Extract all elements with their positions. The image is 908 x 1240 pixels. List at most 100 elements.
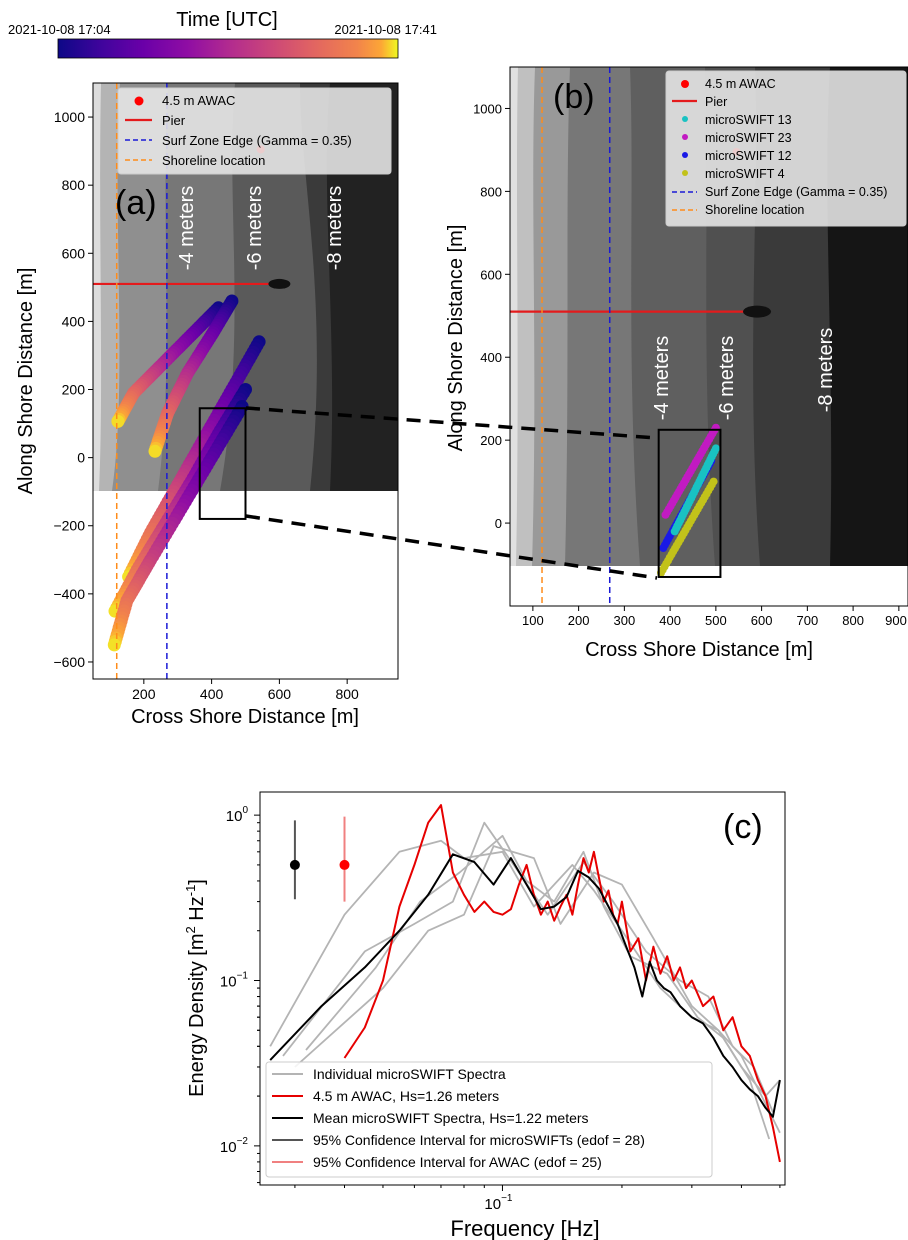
legend-entry: Pier xyxy=(705,95,727,109)
y-tick-label: 600 xyxy=(480,267,502,282)
panel-a: -4 meters -6 meters -8 meters (a) 4.5 m … xyxy=(15,82,399,728)
bathymetry-band-shore xyxy=(93,83,102,491)
tick-exp: −1 xyxy=(237,971,249,982)
ci-center-marker xyxy=(289,859,300,870)
y-tick-label: 400 xyxy=(62,313,86,329)
tick-exp: 0 xyxy=(242,805,248,816)
legend-entry: 4.5 m AWAC, Hs=1.26 meters xyxy=(313,1088,499,1104)
tick-exp: −1 xyxy=(501,1193,513,1204)
y-tick-label: 600 xyxy=(62,245,86,261)
panel-b-axes: 100 200 300 400 500 600 700 800 900 1000 800 600 400… xyxy=(473,101,907,628)
y-tick-label: 0 xyxy=(77,450,85,466)
x-tick-label: 600 xyxy=(751,613,773,628)
colorbar: Time [UTC] 2021-10-08 17:04 2021-10-08 1… xyxy=(8,9,437,59)
y-tick-label: 800 xyxy=(480,184,502,199)
x-tick-label: 10−1 xyxy=(484,1193,513,1213)
y-tick-label: 1000 xyxy=(473,101,502,116)
y-tick-label: 1000 xyxy=(54,109,85,125)
contour-label-4m: -4 meters xyxy=(176,186,198,270)
y-tick-label: −600 xyxy=(53,654,85,670)
y-tick-label: 0 xyxy=(495,516,502,531)
x-tick-label: 800 xyxy=(335,686,359,702)
panel-b: -4 meters -6 meters -8 meters (b) 4.5 m … xyxy=(445,66,908,661)
legend-entry: Surf Zone Edge (Gamma = 0.35) xyxy=(705,185,887,199)
legend-entry: microSWIFT 13 xyxy=(705,113,792,127)
y-tick-label: 400 xyxy=(480,350,502,365)
bathymetry-band-deep xyxy=(326,83,398,491)
legend-entry: microSWIFT 12 xyxy=(705,149,792,163)
confidence-intervals xyxy=(289,816,350,902)
panel-a-label: (a) xyxy=(115,184,157,222)
spectra-lines xyxy=(269,804,781,1163)
microswift-point xyxy=(709,477,718,486)
legend-entry: Pier xyxy=(162,113,186,128)
microswift-point xyxy=(711,444,720,453)
tick-exp: −2 xyxy=(237,1136,249,1147)
legend-box xyxy=(117,87,392,175)
ylabel-part: Hz xyxy=(186,896,208,926)
panel-c-ylabel: Energy Density [m2 Hz-1] xyxy=(183,879,208,1097)
legend-entry: Mean microSWIFT Spectra, Hs=1.22 meters xyxy=(313,1110,589,1126)
x-tick-label: 400 xyxy=(659,613,681,628)
track-0-point xyxy=(111,414,125,428)
tick-base: 10 xyxy=(226,808,243,825)
bathymetry-band-beach xyxy=(510,67,518,566)
x-tick-label: 400 xyxy=(200,686,224,702)
pier-end xyxy=(743,305,772,318)
y-tick-label: 800 xyxy=(62,177,86,193)
legend-entry: 4.5 m AWAC xyxy=(162,93,235,108)
pier-end xyxy=(268,278,291,289)
contour-label-8m: -8 meters xyxy=(815,328,837,412)
panel-c-xlabel: Frequency [Hz] xyxy=(450,1216,599,1240)
ci-center-marker xyxy=(339,859,350,870)
legend-entry: 95% Confidence Interval for AWAC (edof =… xyxy=(313,1154,602,1170)
panel-a-ylabel: Along Shore Distance [m] xyxy=(15,268,37,495)
mean-spectrum-line xyxy=(269,853,781,1118)
awac-spectrum-line xyxy=(343,804,781,1163)
legend-entry: Shoreline location xyxy=(162,153,265,168)
ylabel-part: Energy Density [m xyxy=(186,933,208,1096)
panel-a-axes: 200 400 600 800 1000 800 600 400 200 0 −200 −400 −60… xyxy=(53,109,359,702)
legend-entry: Shoreline location xyxy=(705,203,804,217)
contour-label-6m: -6 meters xyxy=(244,186,266,270)
y-tick-label: 10−1 xyxy=(220,971,249,991)
tick-base: 10 xyxy=(484,1196,501,1213)
panel-b-ylabel: Along Shore Distance [m] xyxy=(445,225,467,452)
ylabel-sup: -1 xyxy=(183,885,198,897)
contour-label-8m: -8 meters xyxy=(324,186,346,270)
y-tick-label: 10−2 xyxy=(220,1136,249,1156)
ylabel-part: ] xyxy=(186,879,208,885)
legend-microswift12-marker xyxy=(682,152,688,158)
contour-label-4m: -4 meters xyxy=(651,336,673,420)
legend-microswift23-marker xyxy=(682,134,688,140)
y-tick-label: 200 xyxy=(62,382,86,398)
x-tick-label: 200 xyxy=(132,686,156,702)
panel-a-legend: 4.5 m AWAC Pier Surf Zone Edge (Gamma = … xyxy=(117,87,392,175)
panel-b-xlabel: Cross Shore Distance [m] xyxy=(585,639,813,661)
track-4-point xyxy=(107,638,121,652)
legend-box xyxy=(265,1061,713,1178)
panel-c-label: (c) xyxy=(723,808,763,846)
legend-entry: 95% Confidence Interval for microSWIFTs … xyxy=(313,1132,645,1148)
x-tick-label: 300 xyxy=(614,613,636,628)
panel-a-xlabel: Cross Shore Distance [m] xyxy=(131,706,359,728)
track-1-point xyxy=(148,444,162,458)
legend-entry: 4.5 m AWAC xyxy=(705,77,776,91)
legend-microswift4-marker xyxy=(682,170,688,176)
y-tick-label: −200 xyxy=(53,518,85,534)
microswift-tracks xyxy=(657,423,720,577)
y-tick-label: −400 xyxy=(53,586,85,602)
legend-awac-marker xyxy=(134,96,144,106)
zoom-connector-bottom xyxy=(245,514,658,580)
zoom-box xyxy=(198,407,247,520)
panel-b-legend: 4.5 m AWAC Pier microSWIFT 13 microSWIFT… xyxy=(665,70,907,227)
panel-a-frame xyxy=(92,82,399,680)
x-tick-label: 500 xyxy=(705,613,727,628)
x-tick-label: 600 xyxy=(268,686,292,702)
x-tick-label: 800 xyxy=(842,613,864,628)
panel-b-frame xyxy=(509,66,908,607)
contour-label-6m: -6 meters xyxy=(716,336,738,420)
